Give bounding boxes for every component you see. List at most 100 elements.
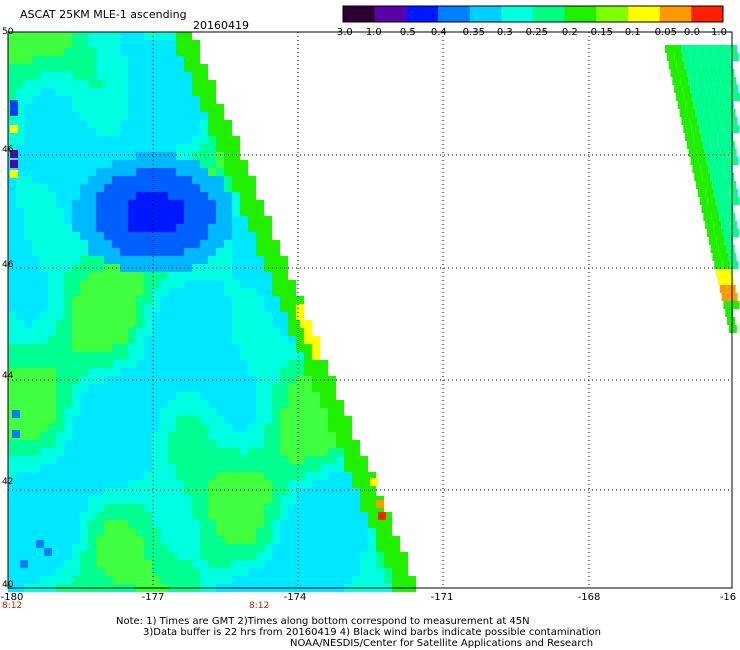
- swath-cell: [64, 552, 72, 560]
- swath-cell: [144, 320, 152, 328]
- swath-cell: [328, 464, 336, 472]
- swath-cell: [96, 320, 104, 328]
- swath-cell: [136, 144, 144, 152]
- swath-cell: [200, 208, 208, 216]
- swath-cell: [256, 216, 264, 224]
- swath-cell: [120, 544, 128, 552]
- swath-cell: [160, 56, 168, 64]
- swath-cell: [176, 192, 184, 200]
- swath-cell: [24, 128, 32, 136]
- swath-cell: [128, 112, 136, 120]
- swath-cell: [104, 568, 112, 576]
- swath-cell: [184, 112, 192, 120]
- swath-cell: [104, 208, 112, 216]
- swath-cell: [64, 192, 72, 200]
- swath-cell: [192, 480, 200, 488]
- swath-cell: [304, 520, 312, 528]
- swath-cell: [296, 296, 304, 304]
- swath-cell: [56, 216, 64, 224]
- swath-cell: [328, 448, 336, 456]
- swath-cell: [56, 272, 64, 280]
- swath-cell: [184, 96, 192, 104]
- swath-cell: [48, 280, 56, 288]
- swath-cell: [160, 208, 168, 216]
- swath-cell: [96, 336, 104, 344]
- swath-cell: [216, 440, 224, 448]
- swath-cell: [48, 272, 56, 280]
- swath-cell: [72, 208, 80, 216]
- swath-cell: [344, 544, 352, 552]
- swath-cell: [144, 544, 152, 552]
- swath-cell: [232, 472, 240, 480]
- swath-cell: [240, 488, 248, 496]
- swath-cell: [320, 504, 328, 512]
- swath-cell: [128, 256, 136, 264]
- swath-cell: [232, 248, 240, 256]
- swath-cell: [80, 280, 88, 288]
- swath-cell: [64, 80, 72, 88]
- swath-cell: [48, 368, 56, 376]
- swath-cell: [32, 576, 40, 584]
- swath-cell: [16, 512, 24, 520]
- swath-cell: [112, 432, 120, 440]
- swath-cell: [72, 528, 80, 536]
- swath-cell: [64, 72, 72, 80]
- swath-cell: [715, 93, 724, 101]
- swath-cell: [16, 568, 24, 576]
- colorbar-label: -0.1: [621, 27, 641, 38]
- swath-cell: [176, 560, 184, 568]
- swath-cell: [288, 496, 296, 504]
- swath-cell: [32, 280, 40, 288]
- swath-cell: [160, 352, 168, 360]
- swath-cell: [280, 336, 288, 344]
- swath-cell: [24, 48, 32, 56]
- swath-cell: [152, 272, 160, 280]
- swath-cell: [152, 336, 160, 344]
- swath-cell: [208, 248, 216, 256]
- swath-cell: [16, 240, 24, 248]
- swath-cell: [184, 568, 192, 576]
- swath-cell: [16, 72, 24, 80]
- swath-cell: [104, 336, 112, 344]
- swath-cell: [128, 576, 136, 584]
- swath-cell: [112, 360, 120, 368]
- swath-cell: [384, 544, 392, 552]
- swath-cell: [717, 205, 726, 213]
- swath-cell: [184, 560, 192, 568]
- swath-cell: [80, 304, 88, 312]
- swath-cell: [160, 536, 168, 544]
- swath-cell: [160, 384, 168, 392]
- swath-cell: [40, 448, 48, 456]
- swath-cell: [96, 440, 104, 448]
- swath-cell: [144, 224, 152, 232]
- swath-cell: [272, 512, 280, 520]
- swath-cell: [360, 576, 368, 584]
- swath-cell: [72, 288, 80, 296]
- swath-cell: [208, 432, 216, 440]
- swath-cell: [200, 296, 208, 304]
- swath-cell: [144, 256, 152, 264]
- swath-cell: [304, 384, 312, 392]
- swath-cell: [152, 408, 160, 416]
- swath-cell: [264, 256, 272, 264]
- swath-cell: [72, 160, 80, 168]
- swath-cell: [24, 480, 32, 488]
- swath-cell: [72, 216, 80, 224]
- swath-cell: [16, 120, 24, 128]
- swath-cell: [8, 88, 16, 96]
- swath-cell: [272, 336, 280, 344]
- swath-cell: [112, 136, 120, 144]
- swath-cell: [144, 136, 152, 144]
- swath-cell: [8, 472, 16, 480]
- swath-cell: [56, 544, 64, 552]
- swath-cell: [216, 224, 224, 232]
- swath-cell: [56, 144, 64, 152]
- swath-cell: [112, 544, 120, 552]
- swath-cell: [152, 552, 160, 560]
- swath-cell: [200, 200, 208, 208]
- swath-cell: [56, 104, 64, 112]
- swath-cell: [312, 448, 320, 456]
- swath-cell: [144, 576, 152, 584]
- swath-cell: [56, 496, 64, 504]
- swath-cell: [88, 328, 96, 336]
